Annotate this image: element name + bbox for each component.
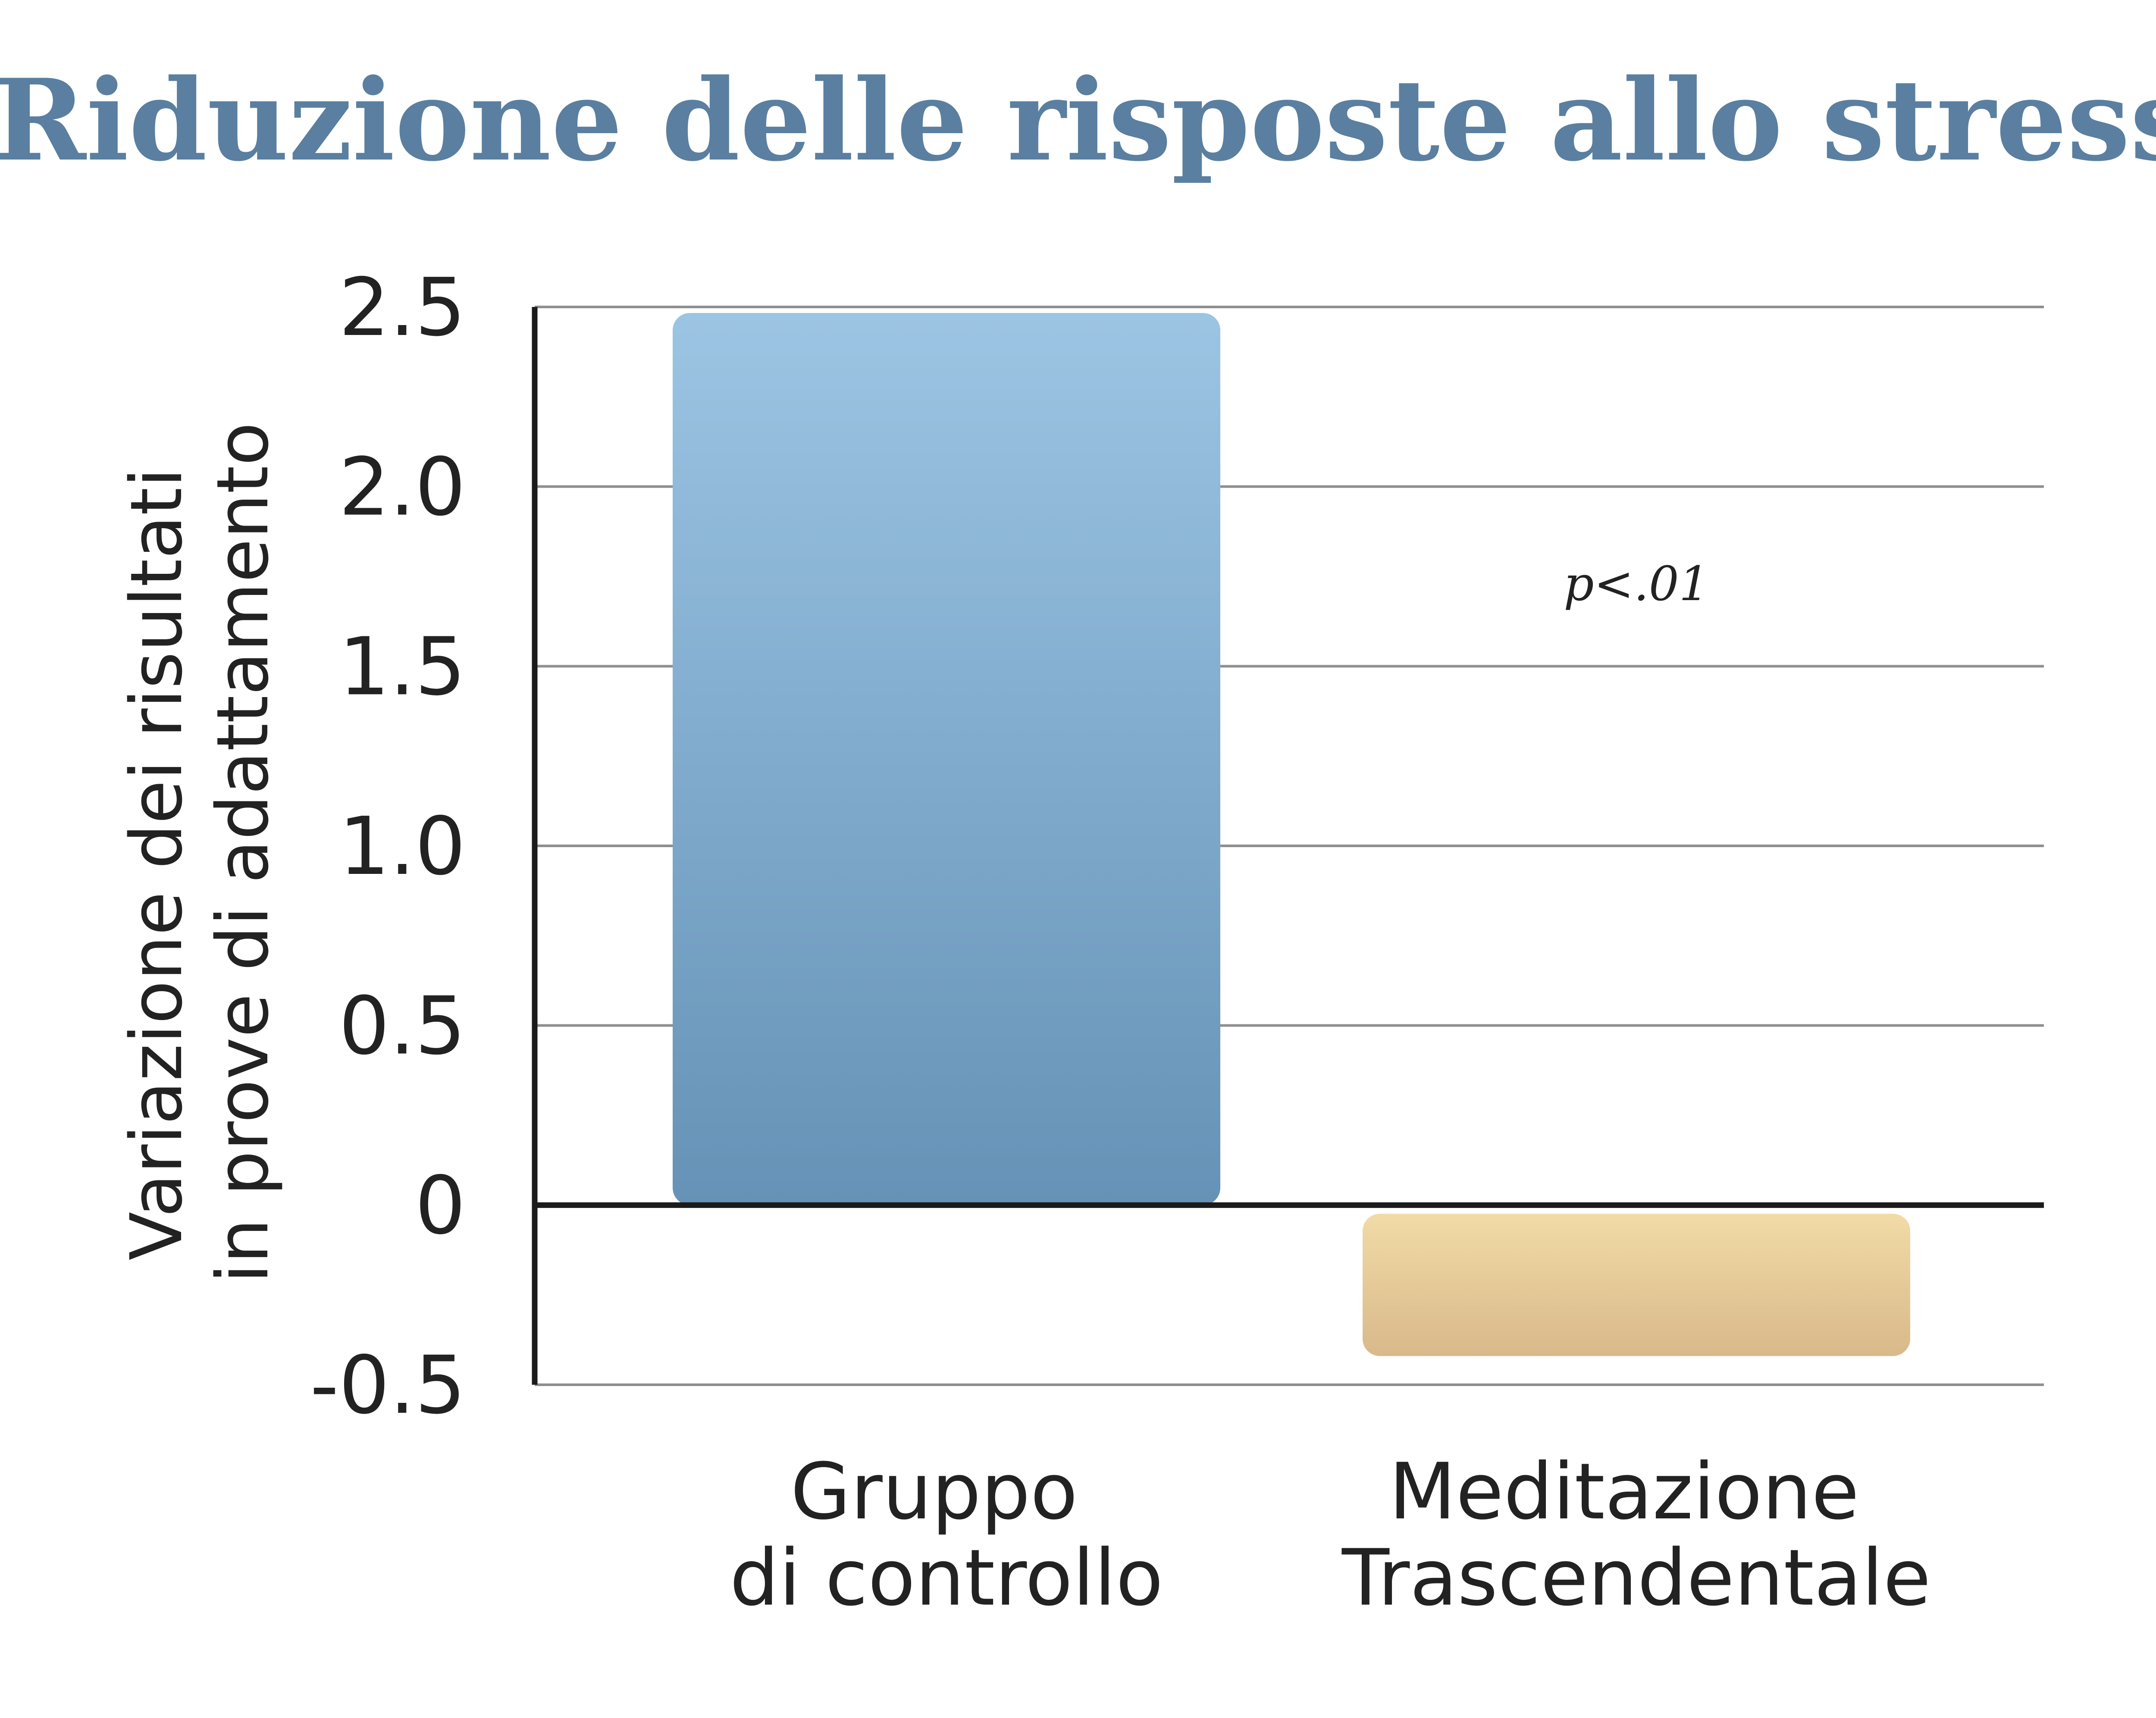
y-tick-label: 1.0	[339, 800, 466, 893]
x-category-labels: Gruppo di controllo Meditazione Trascend…	[730, 1447, 1931, 1623]
significance-annotation: p<.01	[1564, 556, 1709, 611]
y-tick-label: 2.0	[339, 441, 466, 534]
bars	[673, 313, 1910, 1356]
y-tick-label: 0.5	[339, 979, 466, 1073]
y-tick-label: 0	[415, 1159, 466, 1252]
chart-title: Riduzione delle risposte allo stress	[0, 55, 2156, 186]
axes	[532, 307, 2044, 1385]
bar-meditazione-trascendentale	[1363, 1214, 1910, 1356]
category-label-control-line-1: Gruppo	[790, 1447, 1078, 1537]
y-tick-label: 1.5	[339, 620, 466, 713]
y-axis-title: Variazione dei risultati in prove di ada…	[115, 422, 284, 1283]
category-label-tm: Meditazione Trascendentale	[1341, 1447, 1931, 1623]
category-label-tm-line-2: Trascendentale	[1341, 1533, 1931, 1623]
bar-gruppo-di-controllo	[673, 313, 1220, 1205]
y-tick-label: -0.5	[310, 1339, 466, 1432]
category-label-tm-line-1: Meditazione	[1389, 1447, 1859, 1537]
category-label-control-line-2: di controllo	[730, 1533, 1163, 1623]
y-tick-label: 2.5	[339, 261, 466, 354]
y-axis-title-line-2: in prove di adattamento	[201, 422, 284, 1283]
y-axis-title-line-1: Variazione dei risultati	[115, 468, 198, 1261]
y-tick-labels: 2.5 2.0 1.5 1.0 0.5 0 -0.5	[310, 261, 466, 1432]
category-label-control: Gruppo di controllo	[730, 1447, 1163, 1623]
